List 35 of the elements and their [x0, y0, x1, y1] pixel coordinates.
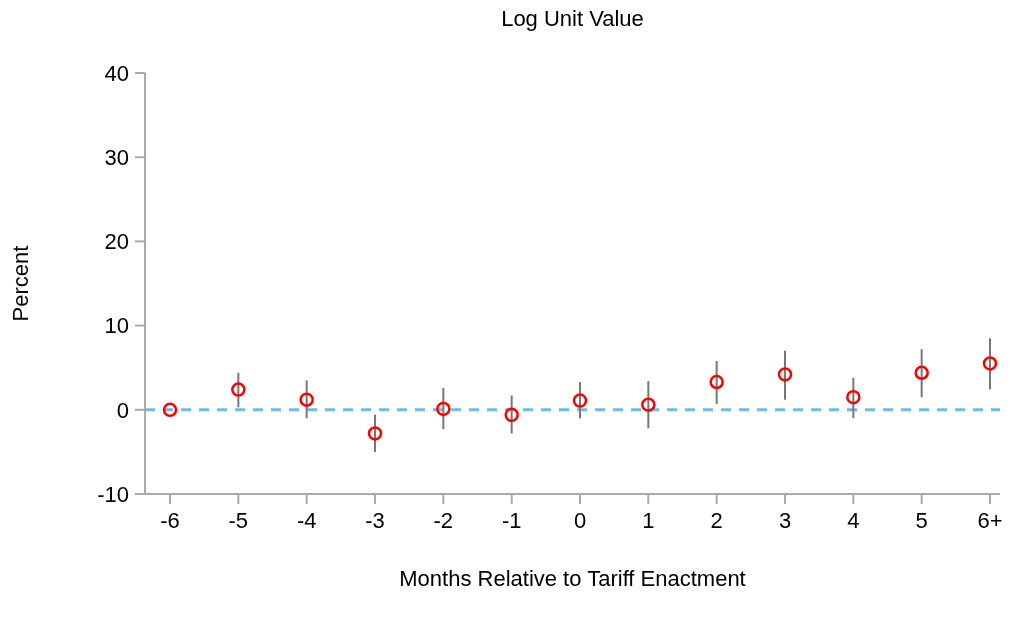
y-tick-label: 0 [116, 397, 129, 423]
point [709, 374, 724, 390]
point [846, 389, 861, 405]
point [436, 401, 451, 417]
y-tick-label: 10 [104, 313, 129, 339]
x-tick-label: -3 [365, 507, 385, 533]
x-tick-label: 4 [847, 507, 860, 533]
point [231, 382, 246, 397]
point [777, 367, 793, 382]
chart-title: Log Unit Value [500, 6, 645, 32]
point [299, 392, 314, 407]
point [504, 407, 519, 423]
x-tick-label: -2 [433, 507, 454, 533]
x-tick-label: 1 [642, 507, 655, 533]
x-tick-label: 3 [778, 507, 792, 533]
x-tick-label: -1 [501, 507, 522, 533]
x-tick-label: -4 [296, 507, 317, 533]
y-axis-title: Percent [7, 245, 33, 322]
x-tick-label: -6 [160, 507, 180, 533]
y-tick-label: 30 [104, 145, 129, 171]
x-tick-label: 6+ [977, 507, 1003, 533]
x-tick-label: 5 [915, 507, 928, 533]
y-tick-label: 40 [104, 60, 129, 86]
x-axis-title: Months Relative to Tariff Enactment [399, 566, 746, 591]
point [982, 356, 998, 371]
x-tick-label: 2 [710, 507, 723, 533]
point [367, 426, 383, 441]
y-tick-label: -10 [97, 481, 129, 507]
point [641, 397, 656, 412]
x-tick-label: -5 [228, 507, 249, 533]
point [914, 365, 929, 380]
point [572, 393, 588, 408]
x-tick-label: 0 [573, 507, 587, 533]
point [162, 402, 178, 418]
y-tick-label: 20 [104, 229, 129, 255]
